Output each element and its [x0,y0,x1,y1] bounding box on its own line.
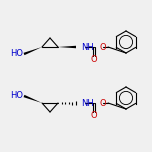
Text: O: O [99,98,106,107]
Text: O: O [91,112,97,121]
Polygon shape [58,46,76,48]
Text: NH: NH [81,98,94,107]
Polygon shape [24,95,42,103]
Text: HO: HO [10,50,24,59]
Polygon shape [24,47,42,55]
Text: NH: NH [81,43,94,52]
Text: O: O [91,55,97,64]
Text: HO: HO [10,92,24,100]
Text: O: O [99,43,106,52]
